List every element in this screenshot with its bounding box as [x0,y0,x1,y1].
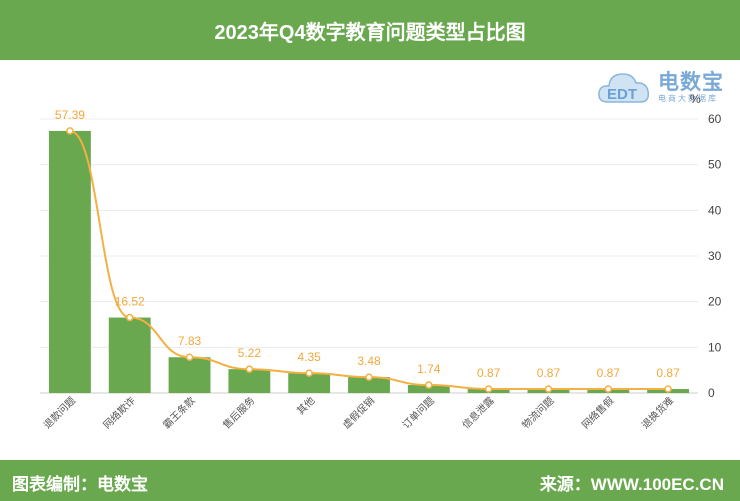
logo-sub-text: 电商大数据库 [658,94,718,103]
x-axis: 退款问题 网络欺诈 霸王条款 售后服务 其他 虚假促销 订单问题 信息泄露 物流问题 网络售假 退换… [41,394,677,431]
y-tick-label: 60 [708,112,722,126]
footer-source: 来源：WWW.100EC.CN [539,475,724,494]
bar-line-chart: 57.39 16.52 7.83 5.22 4.35 3.48 1.74 0.87 0.87 0.… [40,92,722,431]
line-point [305,369,313,377]
data-label: 16.52 [115,295,145,309]
line-point [604,385,613,393]
data-label: 0.87 [477,366,501,380]
line-series [66,127,672,393]
bar [168,357,211,393]
data-label: 57.39 [55,108,85,122]
data-label: 4.35 [298,350,322,364]
line-point [66,127,74,135]
y-axis-unit: % [690,92,701,106]
data-label: 0.87 [537,366,561,380]
x-tick-label: 网络售假 [579,394,616,431]
logo-brand-text: 电数宝 [658,71,724,94]
x-tick-label: 物流问题 [519,394,556,431]
y-tick-label: 40 [708,203,722,217]
bar [348,377,390,393]
x-tick-label: 退换货难 [639,394,676,431]
line-point [365,373,373,381]
x-tick-label: 售后服务 [220,394,257,431]
footer-credit: 图表编制：电数宝 [12,475,148,494]
logo-mark: EDT [607,86,637,103]
y-tick-label: 20 [708,295,722,309]
line-point [185,353,194,361]
bar [108,317,151,393]
x-tick-label: 其他 [294,394,317,417]
y-axis: 0 10 20 30 40 50 60% [690,92,722,400]
bar [48,130,91,393]
x-tick-label: 信息泄露 [459,394,496,431]
y-tick-label: 50 [708,158,722,172]
data-label: 7.83 [178,334,202,348]
bar-series [48,130,690,393]
bar [228,369,271,393]
line-point [125,313,134,322]
line-point [484,385,493,393]
chart-title-bar: 2023年Q4数字教育问题类型占比图 [0,0,740,60]
line-point [425,381,433,389]
trend-line [69,129,669,391]
data-label: 0.87 [597,366,621,380]
x-tick-label: 退款问题 [41,394,78,431]
chart-title: 2023年Q4数字教育问题类型占比图 [214,21,526,44]
data-label: 0.87 [656,366,680,380]
brand-logo: EDT 电数宝 电商大数据库 [596,62,736,108]
bar [288,373,331,393]
x-tick-label: 虚假促销 [340,394,377,431]
line-point [664,385,672,393]
cloud-logo-icon: EDT [598,73,650,103]
x-tick-label: 霸王条款 [160,394,197,431]
bar [407,385,450,393]
data-label: 3.48 [357,354,381,368]
data-label: 1.74 [417,362,441,376]
x-tick-label: 订单问题 [399,394,436,431]
data-labels: 57.39 16.52 7.83 5.22 4.35 3.48 1.74 0.87 0.87 0.… [55,108,680,380]
data-label: 5.22 [238,346,262,360]
y-tick-label: 10 [708,340,722,354]
y-tick-label: 30 [708,249,722,263]
line-point [245,365,254,373]
footer-bar: 图表编制：电数宝 来源：WWW.100EC.CN [0,460,740,501]
y-tick-label: 0 [708,386,715,400]
line-point [544,385,553,393]
x-tick-label: 网络欺诈 [100,394,137,431]
